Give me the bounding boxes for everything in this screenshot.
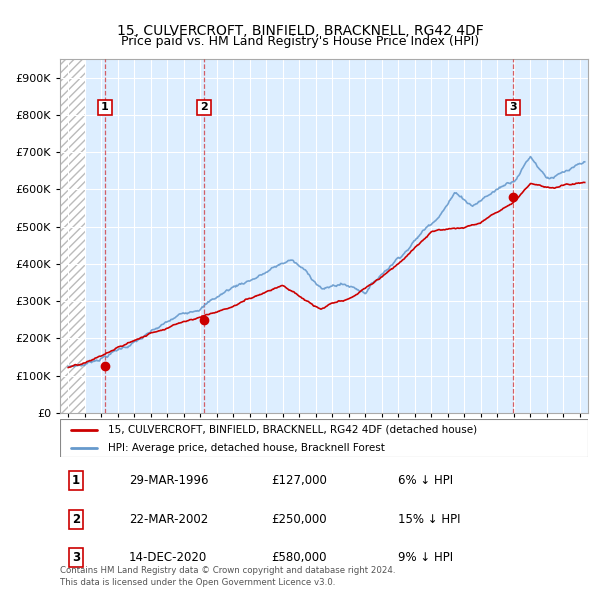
Text: Contains HM Land Registry data © Crown copyright and database right 2024.
This d: Contains HM Land Registry data © Crown c… (60, 566, 395, 587)
Text: 6% ↓ HPI: 6% ↓ HPI (398, 474, 453, 487)
Text: 15, CULVERCROFT, BINFIELD, BRACKNELL, RG42 4DF: 15, CULVERCROFT, BINFIELD, BRACKNELL, RG… (116, 24, 484, 38)
Text: 14-DEC-2020: 14-DEC-2020 (128, 551, 207, 564)
Text: 15% ↓ HPI: 15% ↓ HPI (398, 513, 460, 526)
Text: 1: 1 (72, 474, 80, 487)
Text: 3: 3 (72, 551, 80, 564)
Text: £580,000: £580,000 (271, 551, 327, 564)
Text: 1: 1 (101, 103, 109, 113)
Text: 22-MAR-2002: 22-MAR-2002 (128, 513, 208, 526)
Text: Price paid vs. HM Land Registry's House Price Index (HPI): Price paid vs. HM Land Registry's House … (121, 35, 479, 48)
Text: 2: 2 (72, 513, 80, 526)
Text: 15, CULVERCROFT, BINFIELD, BRACKNELL, RG42 4DF (detached house): 15, CULVERCROFT, BINFIELD, BRACKNELL, RG… (107, 425, 476, 435)
Text: 29-MAR-1996: 29-MAR-1996 (128, 474, 208, 487)
Text: 9% ↓ HPI: 9% ↓ HPI (398, 551, 453, 564)
Text: 2: 2 (200, 103, 208, 113)
Text: £250,000: £250,000 (271, 513, 327, 526)
Bar (60, 59, 85, 413)
Text: HPI: Average price, detached house, Bracknell Forest: HPI: Average price, detached house, Brac… (107, 442, 385, 453)
Text: 3: 3 (509, 103, 517, 113)
Text: £127,000: £127,000 (271, 474, 327, 487)
